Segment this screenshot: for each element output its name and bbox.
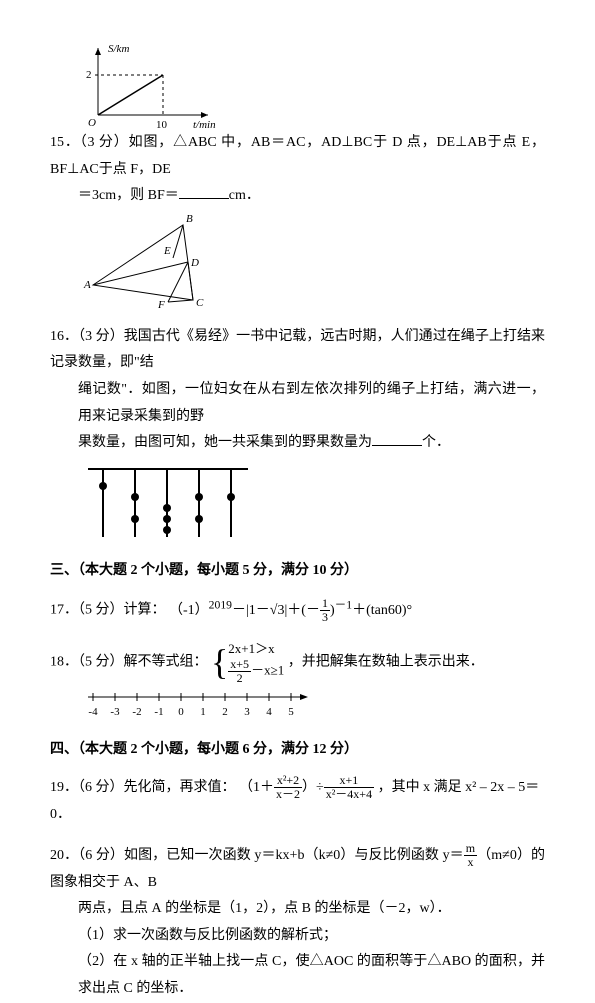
problem-points: （5 分） bbox=[78, 654, 124, 669]
svg-text:-1: -1 bbox=[154, 706, 163, 718]
section-3-title: 三、（本大题 2 个小题，每小题 5 分，满分 10 分） bbox=[50, 558, 545, 585]
svg-text:4: 4 bbox=[266, 706, 272, 718]
problem-number: 17． bbox=[50, 603, 78, 618]
blank-16 bbox=[372, 431, 422, 446]
svg-text:B: B bbox=[186, 213, 193, 225]
graph-14-svg: S/km t/min 2 10 O bbox=[78, 40, 218, 130]
svg-text:2: 2 bbox=[86, 69, 92, 81]
svg-text:-4: -4 bbox=[88, 706, 98, 718]
problem-number: 18． bbox=[50, 654, 78, 669]
number-line-18: -4 -3 -2 -1 0 1 2 3 4 5 bbox=[50, 685, 545, 721]
svg-text:0: 0 bbox=[178, 706, 184, 718]
expression-17: （-1）2019－|1－√3|＋(－13)－1＋(tan60)° bbox=[169, 603, 412, 618]
problem-19: 19．（6 分）先化简，再求值： （1＋x²+2x－2）÷x+1x²－4x+4 … bbox=[50, 774, 545, 828]
inequality-system: { 2x+1＞x x+52－x≥1 bbox=[211, 639, 284, 686]
problem-points: （6 分） bbox=[78, 780, 124, 795]
svg-text:F: F bbox=[157, 299, 165, 310]
svg-text:O: O bbox=[88, 117, 96, 129]
figure-16 bbox=[50, 457, 545, 542]
expression-19: （1＋x²+2x－2）÷x+1x²－4x+4 bbox=[239, 780, 378, 795]
subquestion-1: （1）求一次函数与反比例函数的解析式； bbox=[50, 923, 545, 950]
problem-number: 20． bbox=[50, 848, 78, 863]
svg-text:D: D bbox=[190, 257, 199, 269]
svg-text:t/min: t/min bbox=[193, 119, 216, 130]
blank-15 bbox=[179, 184, 229, 199]
figure-15: A B C D E F bbox=[50, 210, 545, 310]
svg-text:5: 5 bbox=[288, 706, 294, 718]
problem-points: （3 分） bbox=[80, 135, 129, 150]
svg-text:A: A bbox=[83, 279, 91, 291]
section-4-title: 四、（本大题 2 个小题，每小题 6 分，满分 12 分） bbox=[50, 737, 545, 764]
problem-17: 17．（5 分）计算： （-1）2019－|1－√3|＋(－13)－1＋(tan… bbox=[50, 594, 545, 624]
problem-18: 18．（5 分）解不等式组： { 2x+1＞x x+52－x≥1 ，并把解集在数… bbox=[50, 639, 545, 722]
problem-points: （5 分） bbox=[78, 603, 124, 618]
svg-text:-2: -2 bbox=[132, 706, 141, 718]
problem-15: 15．（3 分）如图，△ABC 中，AB＝AC，AD⊥BC于 D 点，DE⊥AB… bbox=[50, 130, 545, 310]
problem-points: （6 分） bbox=[78, 848, 124, 863]
problem-points: （3 分） bbox=[78, 329, 124, 344]
svg-text:2: 2 bbox=[222, 706, 228, 718]
problem-number: 19． bbox=[50, 780, 78, 795]
problem-number: 15． bbox=[50, 135, 80, 150]
svg-text:3: 3 bbox=[244, 706, 250, 718]
svg-text:E: E bbox=[163, 245, 171, 257]
svg-text:C: C bbox=[196, 297, 204, 309]
svg-text:1: 1 bbox=[200, 706, 206, 718]
problem-20: 20．（6 分）如图，已知一次函数 y＝kx+b（k≠0）与反比例函数 y＝mx… bbox=[50, 842, 545, 1002]
svg-text:-3: -3 bbox=[110, 706, 120, 718]
problem-16: 16．（3 分）我国古代《易经》一书中记载，远古时期，人们通过在绳子上打结来记录… bbox=[50, 324, 545, 542]
figure-14: S/km t/min 2 10 O bbox=[50, 40, 545, 130]
svg-text:10: 10 bbox=[156, 119, 168, 130]
svg-text:S/km: S/km bbox=[108, 43, 129, 55]
problem-number: 16． bbox=[50, 329, 78, 344]
subquestion-2: （2）在 x 轴的正半轴上找一点 C，使△AOC 的面积等于△ABO 的面积，并… bbox=[50, 949, 545, 1002]
